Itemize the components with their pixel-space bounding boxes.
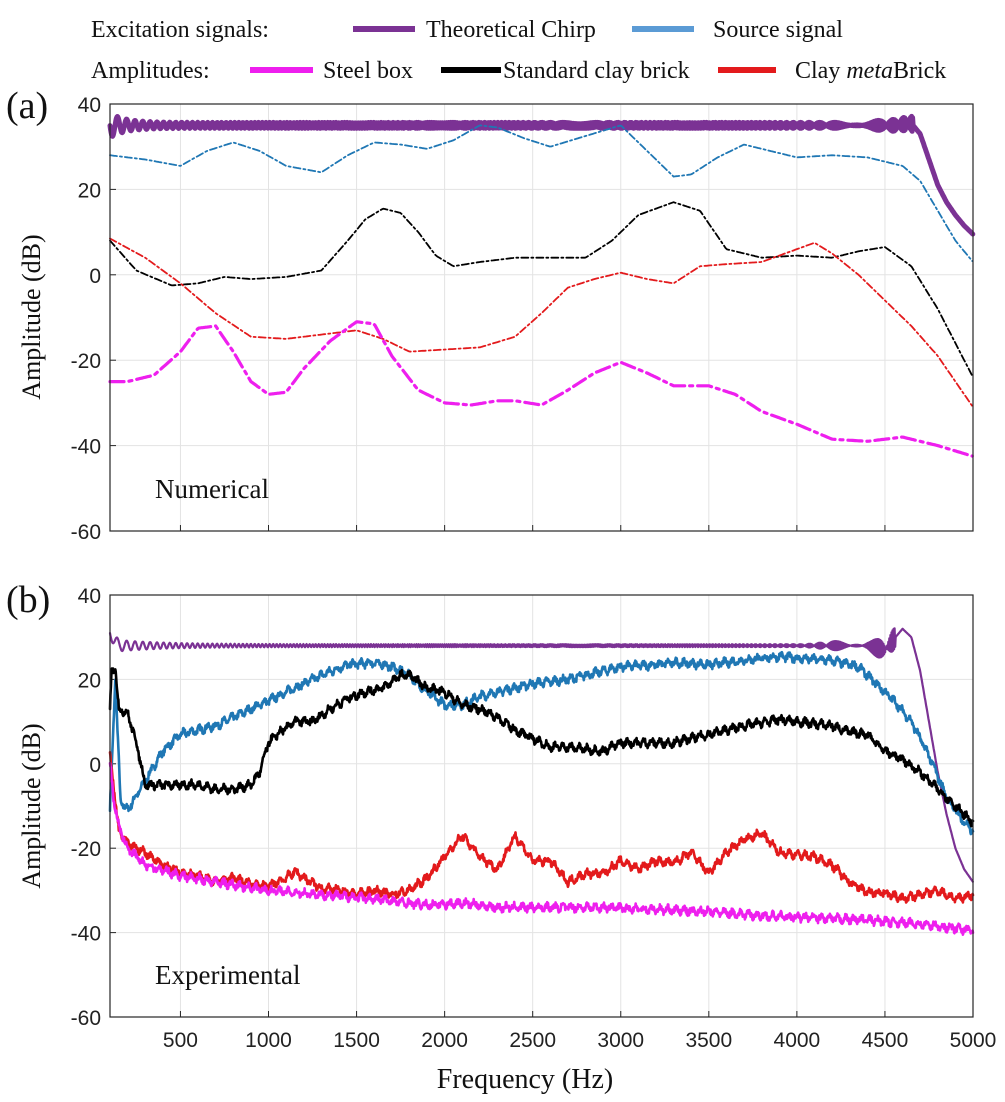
panel-a-y-tick-label-0: 0	[89, 265, 101, 288]
panel-b-frame	[109, 594, 974, 1018]
x-tick-label-3000: 3000	[597, 1029, 644, 1052]
x-tick-label-4500: 4500	[862, 1029, 909, 1052]
x-tick-label-4000: 4000	[774, 1029, 821, 1052]
panel-a-grid	[110, 103, 974, 532]
panel-a-y-tick-label--20: -20	[71, 350, 101, 373]
panel-a-y-tick-label--60: -60	[71, 521, 101, 544]
panel-a-series	[107, 113, 976, 458]
panel-a-annotation: Numerical	[155, 474, 269, 504]
legend-excitation-label: Excitation signals:	[91, 17, 269, 43]
panel-b-series-theoretical-chirp	[108, 627, 974, 883]
panel-b: (b) 500 1000 1500 2000 2500 3000 3500 4000 4500 5…	[6, 579, 996, 1052]
panel-a-series-theoretical-chirp	[107, 113, 976, 237]
panel-b-y-tick-label-40: 40	[78, 585, 101, 608]
panel-b-y-tick-label-0: 0	[89, 754, 101, 777]
x-axis-label: Frequency (Hz)	[437, 1064, 613, 1095]
legend-label-meta: Clay metaBrick	[795, 58, 946, 84]
panel-b-series-clay-metabrick	[108, 751, 975, 904]
panel-b-series-source-signal	[108, 650, 975, 836]
panel-b-ticks: 500 1000 1500 2000 2500 3000 3500 4000 4500 5000 -…	[71, 585, 997, 1052]
panel-a-frame	[109, 103, 974, 532]
panel-a-series-source-signal	[109, 124, 974, 262]
panel-a-y-tick-label-40: 40	[78, 94, 101, 117]
panel-a-series-clay-metabrick	[109, 237, 974, 407]
panel-b-y-tick-label-20: 20	[78, 669, 101, 692]
legend-label-steel: Steel box	[323, 58, 413, 84]
x-tick-label-1500: 1500	[333, 1029, 380, 1052]
panel-a-y-tick-label-20: 20	[78, 179, 101, 202]
x-tick-label-3500: 3500	[685, 1029, 732, 1052]
panel-b-series-standard-clay-brick	[108, 667, 975, 828]
legend-label-standard: Standard clay brick	[503, 58, 690, 84]
legend-label-meta-prefix: Clay	[795, 58, 846, 84]
legend-label-chirp: Theoretical Chirp	[426, 17, 596, 43]
panel-b-grid	[110, 594, 974, 1018]
panel-a-series-steel-box	[108, 320, 974, 458]
panel-a: (a) -60 -40 -20 0 20 40 Numerical Amplitude (…	[6, 85, 976, 544]
x-tick-label-1000: 1000	[245, 1029, 292, 1052]
panel-a-ticks: -60 -40 -20 0 20 40	[71, 94, 974, 544]
legend-label-meta-italic: meta	[846, 58, 893, 84]
panel-b-y-tick-label--20: -20	[71, 838, 101, 861]
panel-b-series	[108, 627, 975, 936]
panel-b-annotation: Experimental	[155, 960, 300, 990]
panel-b-label: (b)	[6, 579, 50, 621]
legend-label-source: Source signal	[713, 17, 843, 43]
panel-a-ylabel: Amplitude (dB)	[17, 234, 46, 399]
panel-a-y-tick-label--40: -40	[71, 436, 101, 459]
legend-amplitudes-label: Amplitudes:	[91, 58, 210, 84]
x-tick-label-5000: 5000	[950, 1029, 997, 1052]
panel-b-y-tick-label--40: -40	[71, 923, 101, 946]
panel-b-ylabel: Amplitude (dB)	[17, 723, 46, 888]
panel-a-series-standard-clay-brick	[109, 201, 974, 377]
panel-b-series-steel-box	[108, 761, 975, 936]
x-tick-label-2500: 2500	[509, 1029, 556, 1052]
panel-a-label: (a)	[6, 85, 48, 127]
x-tick-label-500: 500	[163, 1029, 198, 1052]
panel-b-y-tick-label--60: -60	[71, 1007, 101, 1030]
legend-label-meta-suffix: Brick	[893, 58, 946, 84]
x-tick-label-2000: 2000	[421, 1029, 468, 1052]
legend: Excitation signals: Theoretical Chirp So…	[91, 17, 946, 84]
